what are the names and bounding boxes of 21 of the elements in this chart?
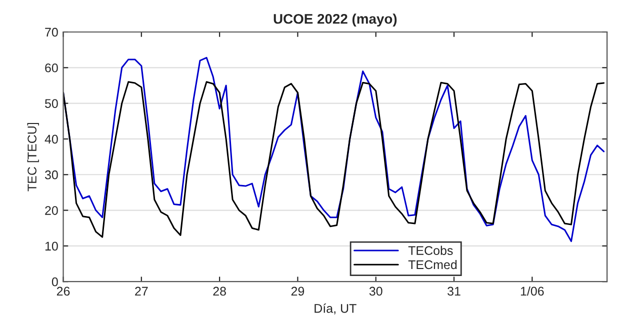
y-tick-label: 30 [44,170,58,180]
y-tick-label: 40 [44,134,58,144]
x-axis-title: Día, UT [314,304,356,314]
x-tick-label: 28 [213,286,226,296]
x-tick-label: 31 [448,286,460,296]
x-tick-label: 1/06 [520,286,544,296]
y-tick-label: 70 [45,28,58,37]
y-tick-label: 60 [45,63,58,72]
y-tick-label: 0 [52,277,58,286]
legend-label: TECobs [408,246,453,255]
legend-label: TECmed [408,260,457,270]
y-tick-label: 50 [45,99,58,108]
line-series [63,81,605,238]
x-tick-label: 29 [291,286,304,296]
chart-title: UCOE 2022 (mayo) [274,14,397,27]
x-tick-label: 26 [56,286,70,296]
y-axis-title: TEC [TECU] [27,122,39,192]
y-tick-label: 20 [45,206,58,215]
x-tick-label: 30 [369,286,382,296]
y-tick-label: 10 [45,242,58,251]
x-tick-label: 27 [135,286,148,296]
